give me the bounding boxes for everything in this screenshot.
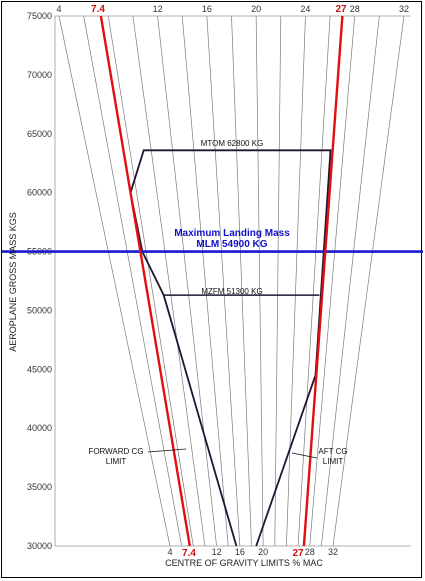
forward-limit-bottom-label: 7.4 — [182, 548, 196, 559]
top-cg-tick-label: 24 — [300, 4, 310, 14]
cg-fan-line — [181, 15, 229, 547]
cg-fan-line — [286, 15, 306, 547]
cg-fan-line — [274, 15, 282, 547]
bottom-cg-tick-label: 16 — [235, 547, 245, 557]
cg-limit-lines — [2, 15, 423, 547]
y-tick-label: 75000 — [27, 11, 52, 21]
y-tick-label: 40000 — [27, 423, 52, 433]
bottom-cg-tick-label: 32 — [328, 547, 338, 557]
y-tick-label: 70000 — [27, 70, 52, 80]
aft-cg-limit-line — [302, 15, 344, 547]
bottom-cg-tick-label: 4 — [167, 547, 172, 557]
aft-cg-limit-label: LIMIT — [323, 457, 344, 466]
cg-fan-line — [231, 15, 252, 547]
cg-fan-line — [107, 15, 194, 547]
top-cg-tick-label: 12 — [153, 4, 163, 14]
cg-fan-line — [297, 15, 331, 547]
forward-limit-top-label: 7.4 — [91, 4, 105, 15]
mtom-label: MTOM 62800 KG — [201, 139, 264, 148]
top-cg-tick-label: 4 — [56, 4, 61, 14]
cg-fan-line — [255, 15, 264, 547]
cg-fan-line — [83, 15, 182, 547]
cg-envelope-outline — [129, 149, 332, 547]
y-tick-label: 30000 — [27, 541, 52, 551]
cg-envelope — [129, 149, 332, 547]
bottom-cg-tick-label: 12 — [212, 547, 222, 557]
bottom-cg-scale: 4 12 16 20 28 32 — [167, 547, 338, 557]
y-tick-label: 60000 — [27, 188, 52, 198]
aft-cg-label: AFT CG — [318, 447, 347, 456]
forward-cg-arrow — [147, 448, 187, 453]
top-cg-tick-label: 32 — [399, 4, 409, 14]
y-axis-label: AEROPLANE GROSS MASS KGS — [8, 212, 18, 352]
forward-cg-limit-line — [99, 15, 191, 547]
top-cg-tick-label: 28 — [350, 4, 360, 14]
cg-fan-line — [206, 15, 241, 547]
bottom-cg-tick-label: 28 — [305, 547, 315, 557]
y-tick-label: 50000 — [27, 305, 52, 315]
mzfm-label: MZFM 51300 KG — [201, 287, 262, 296]
forward-cg-limit-label: LIMIT — [106, 457, 127, 466]
y-tick-label: 35000 — [27, 482, 52, 492]
top-cg-tick-label: 20 — [251, 4, 261, 14]
forward-cg-label: FORWARD CG — [88, 447, 143, 456]
bottom-cg-tick-label: 20 — [258, 547, 268, 557]
cg-fan-line — [157, 15, 217, 547]
aft-limit-top-label: 27 — [335, 4, 347, 15]
y-tick-label: 65000 — [27, 129, 52, 139]
cg-fan-line — [332, 15, 405, 547]
cg-fan-line — [321, 15, 380, 547]
mlm-value: MLM 54900 KG — [196, 239, 267, 250]
top-cg-tick-label: 16 — [202, 4, 212, 14]
x-axis-label: CENTRE OF GRAVITY LIMITS % MAC — [165, 558, 323, 568]
aft-limit-bottom-label: 27 — [292, 548, 304, 559]
y-tick-label: 45000 — [27, 364, 52, 374]
mlm-title: Maximum Landing Mass — [174, 228, 290, 239]
y-axis: 3000035000400004500050000550006000065000… — [27, 11, 52, 551]
cg-fan-line — [132, 15, 206, 547]
cg-fan-lines — [54, 15, 411, 547]
cg-fan-line — [58, 15, 171, 547]
top-cg-scale: 4 12 16 20 24 28 32 — [56, 4, 409, 14]
aft-cg-arrow — [291, 452, 318, 459]
cg-fan-line — [309, 15, 356, 547]
